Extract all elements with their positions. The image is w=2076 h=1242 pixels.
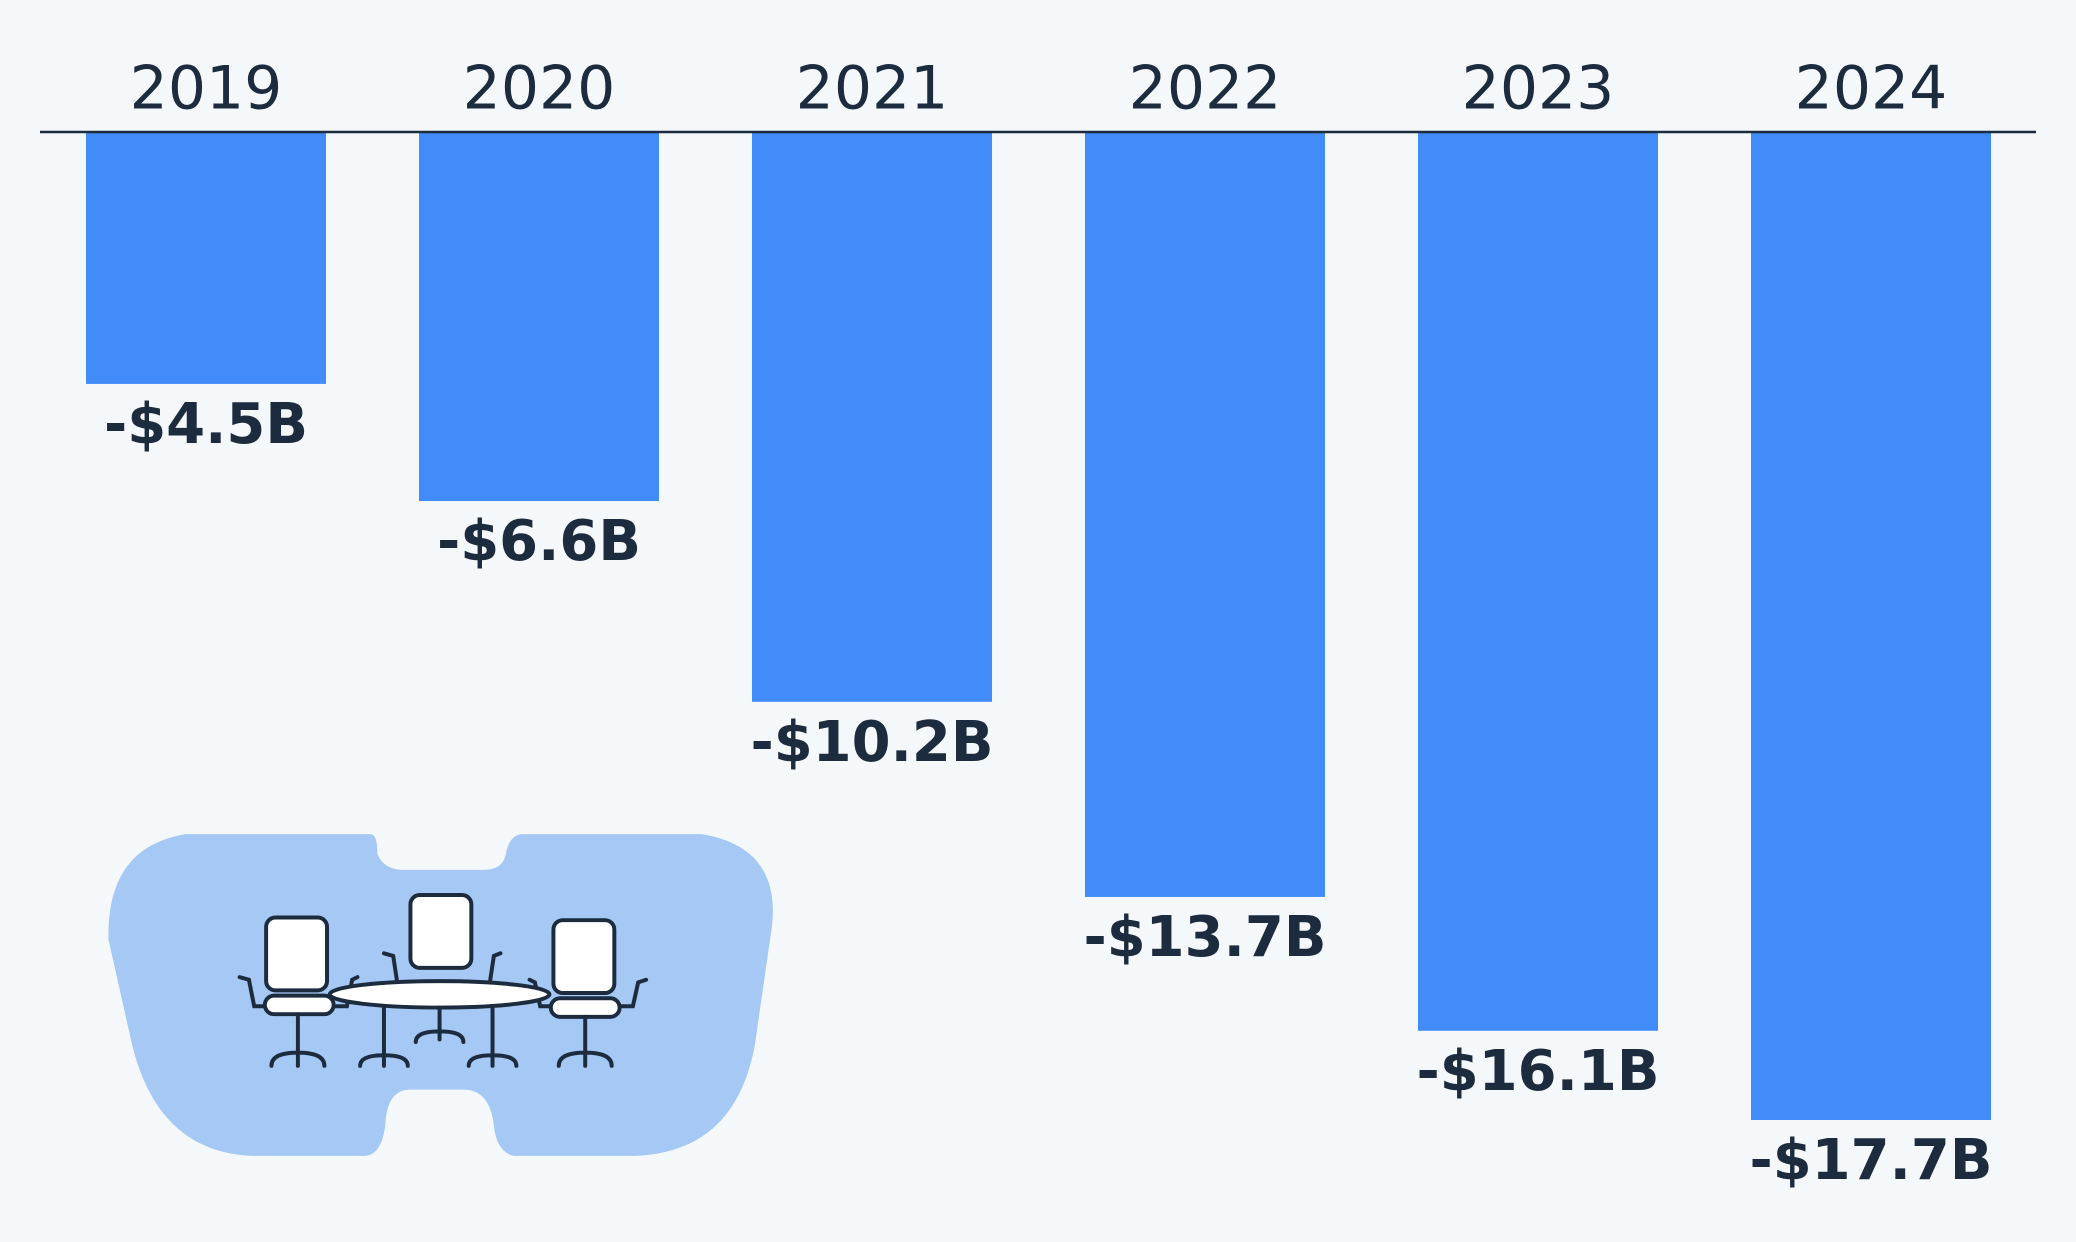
value-label: -$17.7B [1749, 1128, 1992, 1193]
x-tick-label: 2022 [1129, 54, 1282, 124]
x-tick-label: 2021 [796, 54, 949, 124]
bar [419, 133, 659, 502]
value-label: -$6.6B [437, 509, 641, 574]
value-label: -$4.5B [104, 392, 308, 457]
value-label: -$10.2B [750, 710, 993, 775]
x-tick-label: 2019 [130, 54, 283, 124]
x-tick-label: 2023 [1462, 54, 1615, 124]
bar [1085, 133, 1325, 897]
bar [1418, 133, 1658, 1031]
x-tick-label: 2024 [1795, 54, 1948, 124]
illustration [108, 834, 773, 1156]
x-tick-label: 2020 [463, 54, 616, 124]
value-label: -$13.7B [1083, 905, 1326, 970]
bar [86, 133, 326, 384]
bar [1751, 133, 1991, 1120]
value-label: -$16.1B [1416, 1039, 1659, 1104]
bar [752, 133, 992, 702]
